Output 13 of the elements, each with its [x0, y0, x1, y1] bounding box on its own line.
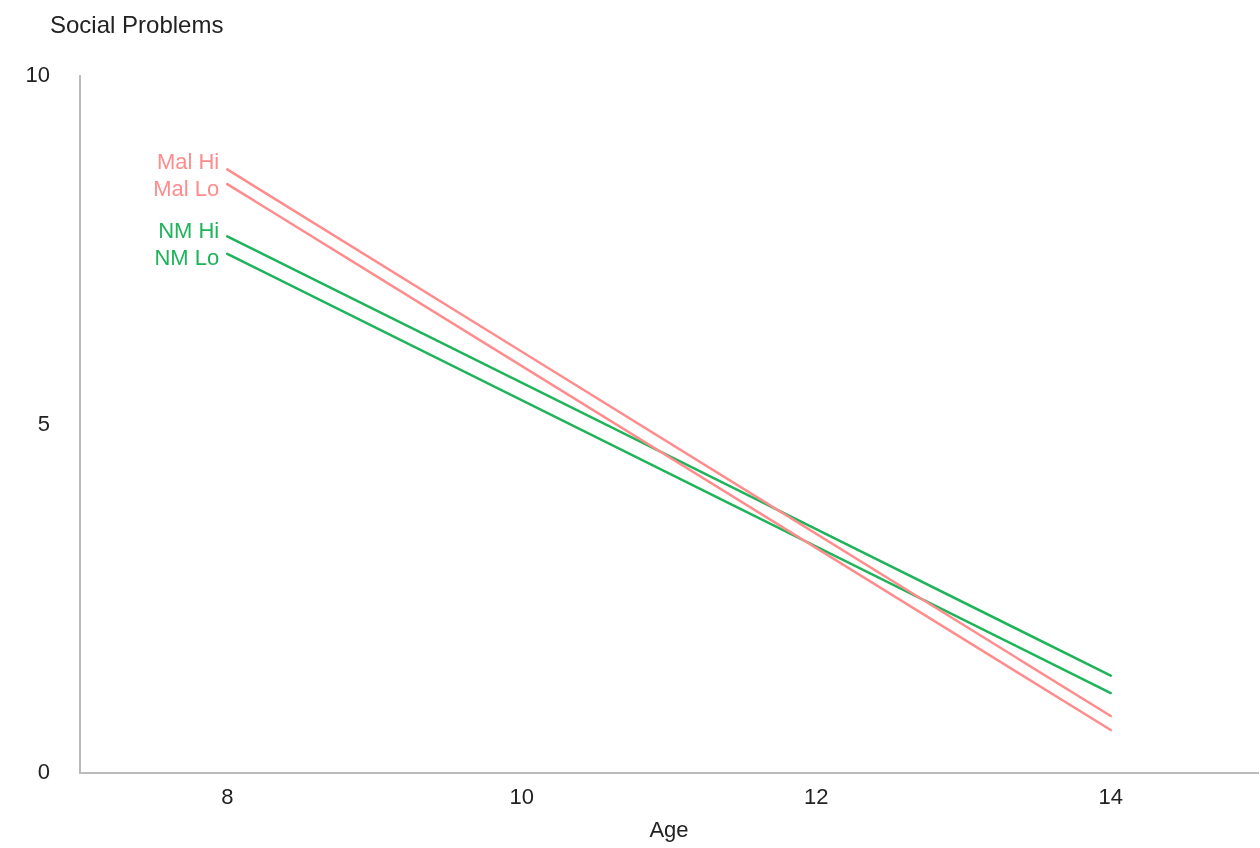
y-tick-label: 5 [37, 410, 50, 436]
x-axis-title: Age [649, 816, 689, 842]
y-tick-label: 0 [37, 759, 50, 785]
x-tick-label: 12 [804, 784, 829, 810]
series-label: NM Lo [154, 244, 220, 270]
chart-title: Social Problems [50, 10, 224, 38]
series-label: NM Hi [158, 217, 220, 243]
x-tick-label: 14 [1098, 784, 1123, 810]
series-label: Mal Hi [156, 149, 220, 175]
y-tick-label: 10 [25, 62, 50, 88]
series-label: Mal Lo [153, 176, 220, 202]
x-tick-label: 8 [221, 784, 234, 810]
x-tick-label: 10 [509, 784, 534, 810]
